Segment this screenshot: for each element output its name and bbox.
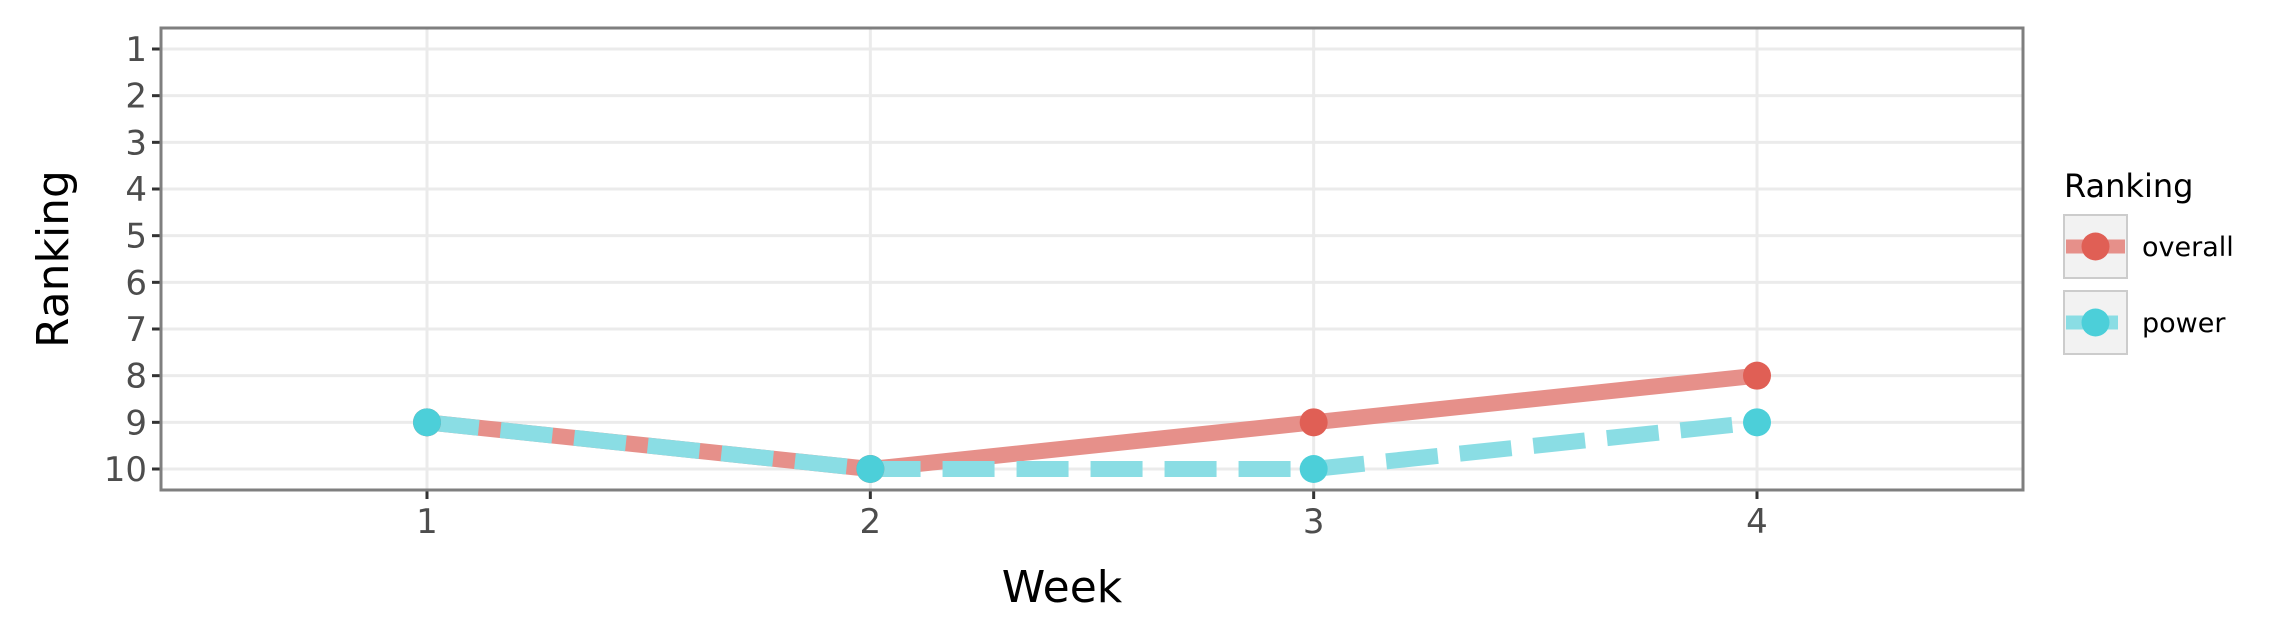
data-point-power <box>1299 455 1328 483</box>
data-point-overall <box>1743 361 1771 390</box>
legend-point-power <box>2081 308 2110 337</box>
x-tick-label: 3 <box>1303 502 1325 542</box>
y-axis-title: Ranking <box>28 170 79 348</box>
y-axis-ticks: 1 2 3 4 5 6 7 8 9 10 <box>104 30 161 490</box>
series-line-power <box>426 414 1758 477</box>
data-point-overall <box>1299 408 1328 437</box>
y-tick-label: 10 <box>104 450 147 490</box>
panel-background <box>161 28 2023 490</box>
y-tick-label: 8 <box>125 357 147 397</box>
x-axis-ticks: 1 2 3 4 <box>416 490 1768 542</box>
y-tick-label: 6 <box>125 263 147 303</box>
series-group <box>413 361 1771 483</box>
x-axis-title: Week <box>1002 562 1123 613</box>
data-point-power <box>413 408 441 437</box>
y-tick-label: 3 <box>125 123 147 163</box>
y-tick-label: 2 <box>125 77 147 117</box>
legend-label-overall: overall <box>2142 232 2234 263</box>
x-tick-label: 4 <box>1746 502 1768 542</box>
y-tick-label: 5 <box>125 217 147 257</box>
y-tick-label: 9 <box>125 403 147 443</box>
y-tick-label: 1 <box>125 30 147 70</box>
x-tick-label: 2 <box>860 502 882 542</box>
data-point-power <box>856 455 885 483</box>
panel-border <box>159 26 2025 492</box>
data-point-power <box>1743 408 1771 437</box>
legend-point-overall <box>2081 232 2110 261</box>
x-tick-label: 1 <box>416 502 438 542</box>
legend-title: Ranking <box>2064 167 2193 205</box>
y-tick-label: 4 <box>125 170 147 210</box>
legend-label-power: power <box>2142 308 2226 339</box>
y-tick-label: 7 <box>125 310 147 350</box>
legend: Ranking overall power <box>2063 167 2234 355</box>
